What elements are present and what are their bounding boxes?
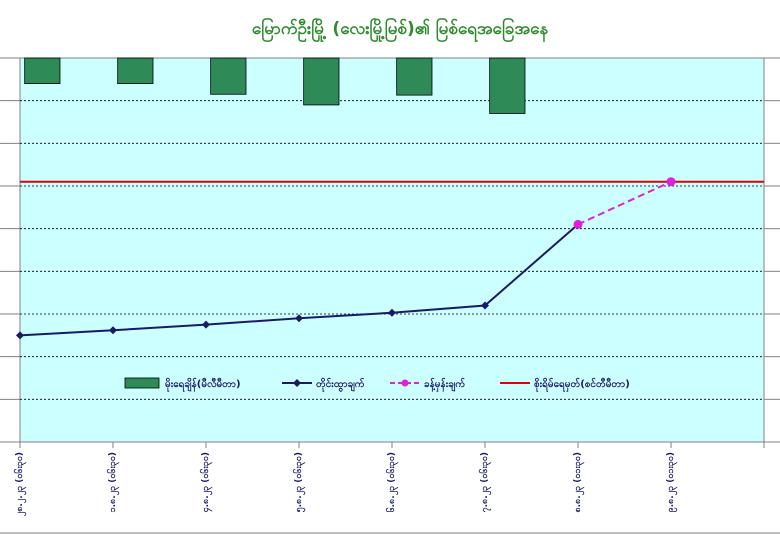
rainfall-bar <box>24 57 61 85</box>
measured-point <box>481 301 489 310</box>
legend-swatch-rainfall <box>124 377 160 389</box>
rainfall-bar <box>489 57 526 114</box>
x-tick-label: ၂၈.၂.၂၃ (၀၆း၃၀) <box>14 452 27 516</box>
legend-marker-forecast <box>401 379 409 387</box>
forecast-point <box>666 177 676 187</box>
forecast-line <box>577 180 672 226</box>
measured-point <box>202 320 210 329</box>
legend-label: ခန့်မှန်းချက် <box>424 377 465 393</box>
forecast-point <box>573 219 583 229</box>
rainfall-bar <box>210 57 247 95</box>
x-tick-label: ၇.၈.၂၃ (၀၆း၃၀) <box>479 452 492 512</box>
rainfall-bar <box>396 57 433 96</box>
measured-point <box>16 331 24 340</box>
x-tick-label: ၉.၈.၂၃ (၀၁း၃၀) <box>666 452 678 512</box>
x-tick-label: ၄.၈.၂၃ (၀၆း၃၀) <box>200 452 213 512</box>
measured-point <box>295 314 303 323</box>
x-tick-label: ၈.၈.၂၃ (၀၁း၃၀) <box>573 452 585 513</box>
legend-marker-measured <box>293 379 301 387</box>
rainfall-bar <box>303 57 340 106</box>
legend-label: တိုင်းထွာချက် <box>316 377 365 393</box>
chart-title: မြောက်ဦးမြို့ (လေးမြို့မြစ်)၏ မြစ်ရေအခြေ… <box>251 19 549 39</box>
measured-point <box>109 326 117 335</box>
x-tick-label: ၅.၈.၂၃ (၀၆း၃၀) <box>293 452 306 512</box>
x-tick-label: ၁.၈.၂၃ (၀၆း၃၀) <box>107 452 120 512</box>
legend-label: စိုးရိမ်ရေမှတ်(စင်တီမီတာ) <box>534 377 630 393</box>
rainfall-bar <box>117 57 154 85</box>
x-tick-label: ၆.၈.၂၃ (၀၆း၃၀) <box>386 452 399 512</box>
measured-point <box>388 308 396 317</box>
legend-label: မိုးရေချိန်(မီလီမီတာ) <box>165 377 241 393</box>
